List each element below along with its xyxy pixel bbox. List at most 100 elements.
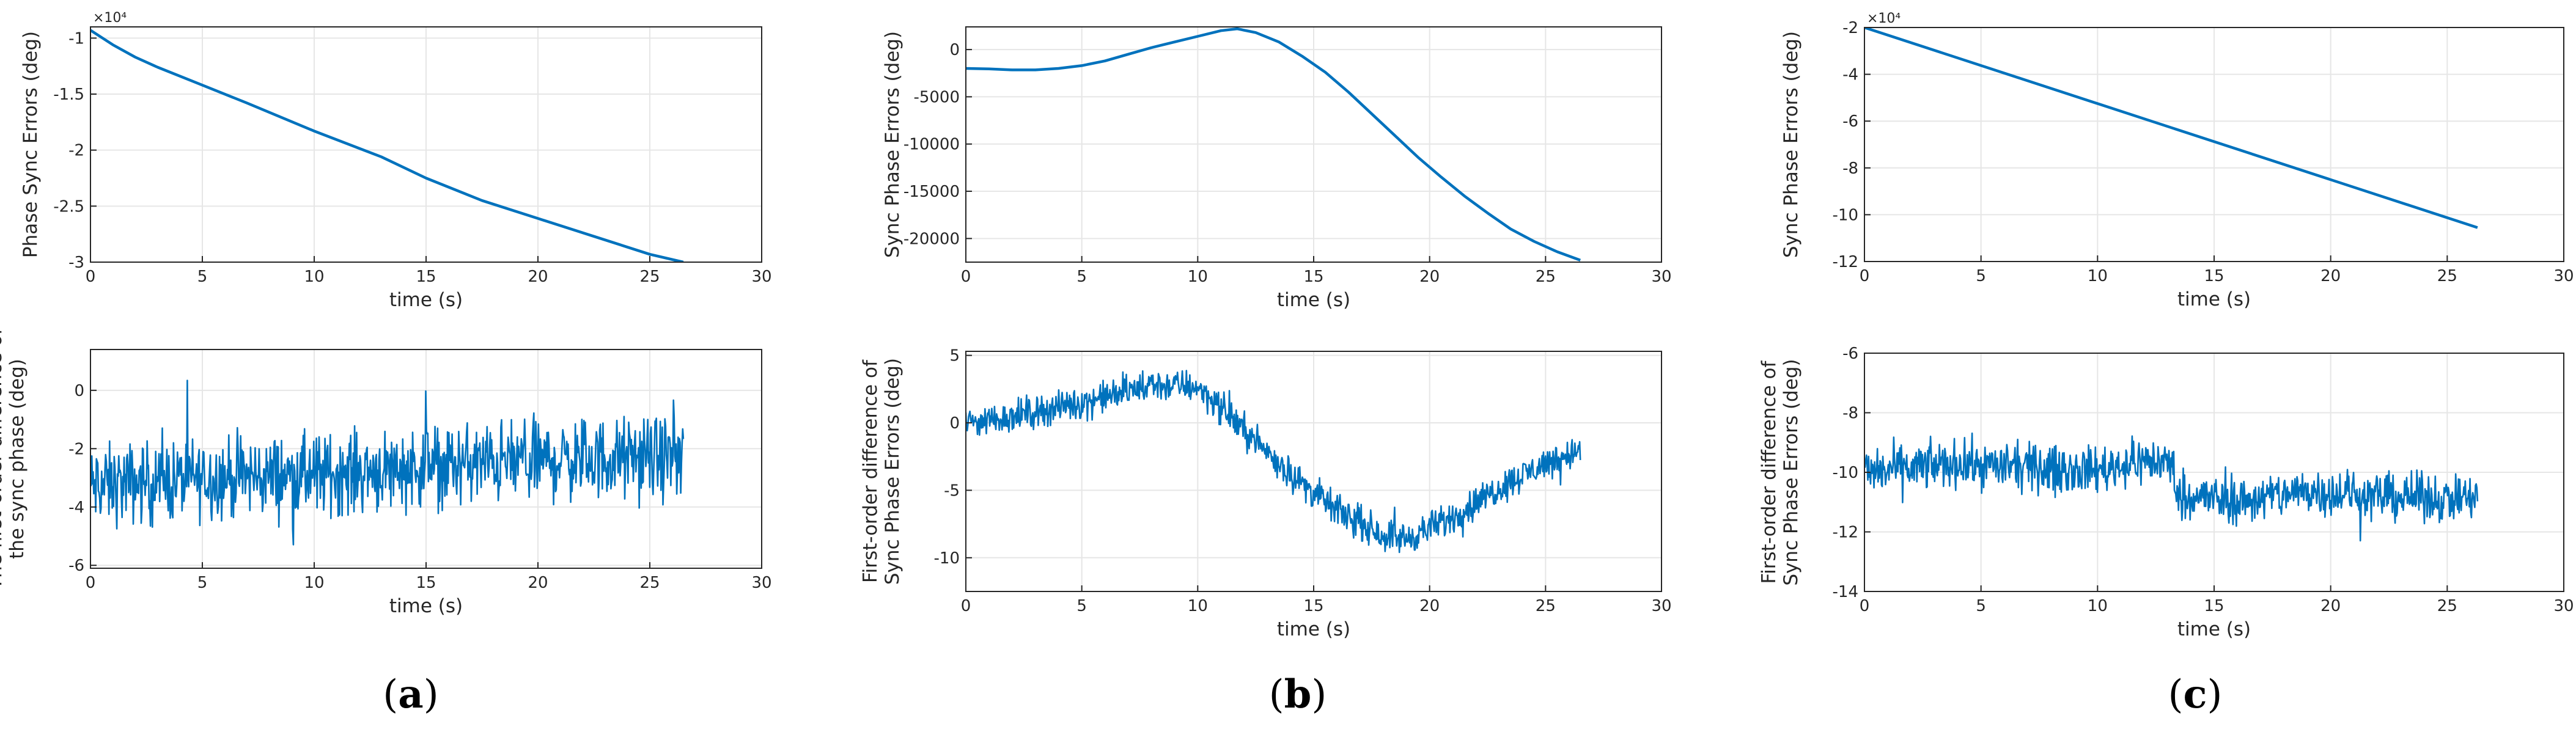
chart-c-bottom: 0 5 10 15 20 25 30 -14 -12 -10 -8 -6 time (s) First-o… xyxy=(1758,345,2574,640)
y-tick-label: -5 xyxy=(944,481,960,500)
y-tick-label: -10 xyxy=(1833,206,1858,224)
x-tick-label: 30 xyxy=(1651,268,1671,286)
x-tick-label: 15 xyxy=(1303,597,1323,615)
y-tick-label: -1.5 xyxy=(53,86,84,104)
y-axis-label: the sync phase (deg) xyxy=(6,359,28,559)
y-tick-label: -15000 xyxy=(903,183,960,201)
y-tick-label: -10 xyxy=(1833,464,1858,482)
x-tick-label: 5 xyxy=(1976,267,1986,285)
x-tick-label: 10 xyxy=(1188,268,1208,286)
series-line-c-top xyxy=(1864,27,2478,229)
y-tick-label: -6 xyxy=(68,557,84,575)
panel-label-b: (b) xyxy=(1269,672,1327,717)
chart-c-top: 0 5 10 15 20 25 30 -12 -10 -8 -6 -4 -2 time (s) Sync P… xyxy=(1780,11,2574,310)
x-tick-label: 0 xyxy=(86,268,96,286)
y-tick-label: -10 xyxy=(934,549,960,568)
x-tick-label: 30 xyxy=(2553,597,2574,615)
x-tick-label: 25 xyxy=(2437,267,2457,285)
x-tick-label: 25 xyxy=(639,268,660,286)
x-tick-label: 10 xyxy=(1188,597,1208,615)
x-axis-label: time (s) xyxy=(389,289,463,311)
x-tick-label: 5 xyxy=(197,574,208,592)
x-tick-label: 20 xyxy=(528,268,548,286)
y-tick-label: -14 xyxy=(1833,583,1858,601)
y-tick-label: -20000 xyxy=(903,230,960,248)
x-tick-label: 20 xyxy=(2320,597,2341,615)
x-tick-label: 15 xyxy=(1303,268,1323,286)
x-tick-label: 20 xyxy=(528,574,548,592)
y-tick-label: -8 xyxy=(1842,159,1858,178)
series-noise-a-bottom xyxy=(90,379,685,546)
x-tick-label: 10 xyxy=(304,268,324,286)
y-tick-label: -12 xyxy=(1833,524,1858,542)
y-tick-label: -2.5 xyxy=(53,197,84,216)
x-tick-label: 15 xyxy=(2204,597,2224,615)
axis-multiplier: ×10⁴ xyxy=(93,10,127,26)
x-axis-label: time (s) xyxy=(2177,618,2251,640)
x-tick-label: 25 xyxy=(2437,597,2457,615)
y-tick-label: -4 xyxy=(68,499,84,517)
chart-b-bottom: 0 5 10 15 20 25 30 -10 -5 0 5 time (s) First-order d… xyxy=(859,347,1672,640)
y-tick-label: -2 xyxy=(1842,19,1858,37)
axis-multiplier: ×10⁴ xyxy=(1867,11,1901,26)
series-noise-c-bottom xyxy=(1864,432,2479,542)
chart-a-top: 0 5 10 15 20 25 30 -3 -2.5 -2 -1.5 -1 time (s) Phase … xyxy=(20,10,772,311)
y-axis-label: Sync Phase Errors (deg) xyxy=(1780,31,1802,258)
x-tick-label: 30 xyxy=(751,574,771,592)
x-tick-label: 20 xyxy=(2320,267,2341,285)
x-tick-label: 15 xyxy=(2204,267,2224,285)
x-tick-label: 20 xyxy=(1419,597,1440,615)
x-tick-label: 5 xyxy=(1076,268,1087,286)
x-tick-label: 10 xyxy=(304,574,324,592)
x-tick-label: 0 xyxy=(1860,597,1870,615)
x-axis-label: time (s) xyxy=(389,595,463,617)
series-line-a-top xyxy=(90,29,684,262)
x-tick-label: 5 xyxy=(1976,597,1986,615)
y-axis-label: Sync Phase Errors (deg) xyxy=(1780,359,1802,585)
x-tick-label: 25 xyxy=(1536,268,1556,286)
x-tick-label: 30 xyxy=(2553,267,2574,285)
x-tick-label: 10 xyxy=(2088,597,2108,615)
y-tick-label: 0 xyxy=(74,382,84,400)
y-tick-label: -2 xyxy=(68,440,84,458)
x-tick-label: 15 xyxy=(416,268,436,286)
chart-a-bottom: 0 5 10 15 20 25 30 -6 -4 -2 0 time (s) The first-ord… xyxy=(0,328,772,617)
y-tick-label: 0 xyxy=(949,41,960,59)
x-tick-label: 0 xyxy=(1860,267,1870,285)
y-tick-label: 5 xyxy=(949,347,960,365)
y-axis-label: Phase Sync Errors (deg) xyxy=(20,31,42,258)
chart-b-top: 0 5 10 15 20 25 30 -20000 -15000 -10000 -5000 0 time… xyxy=(881,26,1672,311)
x-tick-label: 20 xyxy=(1419,268,1440,286)
y-axis-label: Sync Phase Errors (deg) xyxy=(881,31,903,258)
x-axis-label: time (s) xyxy=(1277,289,1350,311)
y-tick-label: -6 xyxy=(1842,345,1858,363)
x-tick-label: 25 xyxy=(1536,597,1556,615)
x-tick-label: 30 xyxy=(751,268,771,286)
x-tick-label: 0 xyxy=(961,268,971,286)
y-axis-label: First-order difference of xyxy=(859,359,881,583)
y-tick-label: -4 xyxy=(1842,66,1858,84)
x-tick-label: 15 xyxy=(416,574,436,592)
y-axis-label: Sync Phase Errors (deg) xyxy=(881,358,903,585)
y-tick-label: -3 xyxy=(68,254,84,272)
panel-label-c: (c) xyxy=(2168,672,2223,717)
x-tick-label: 0 xyxy=(961,597,971,615)
x-tick-label: 5 xyxy=(197,268,208,286)
x-tick-label: 10 xyxy=(2088,267,2108,285)
x-tick-label: 30 xyxy=(1651,597,1671,615)
y-tick-label: -2 xyxy=(68,142,84,160)
y-tick-label: -5000 xyxy=(913,88,960,106)
y-tick-label: 0 xyxy=(949,414,960,433)
y-axis-label: First-order difference of xyxy=(1758,360,1780,584)
x-tick-label: 0 xyxy=(86,574,96,592)
y-tick-label: -8 xyxy=(1842,404,1858,423)
panel-label-a: (a) xyxy=(383,672,438,717)
y-tick-label: -6 xyxy=(1842,112,1858,131)
x-tick-label: 5 xyxy=(1076,597,1087,615)
y-tick-label: -1 xyxy=(68,29,84,48)
x-axis-label: time (s) xyxy=(2177,288,2251,310)
y-tick-label: -12 xyxy=(1833,253,1858,271)
y-tick-label: -10000 xyxy=(903,136,960,154)
x-tick-label: 25 xyxy=(639,574,660,592)
